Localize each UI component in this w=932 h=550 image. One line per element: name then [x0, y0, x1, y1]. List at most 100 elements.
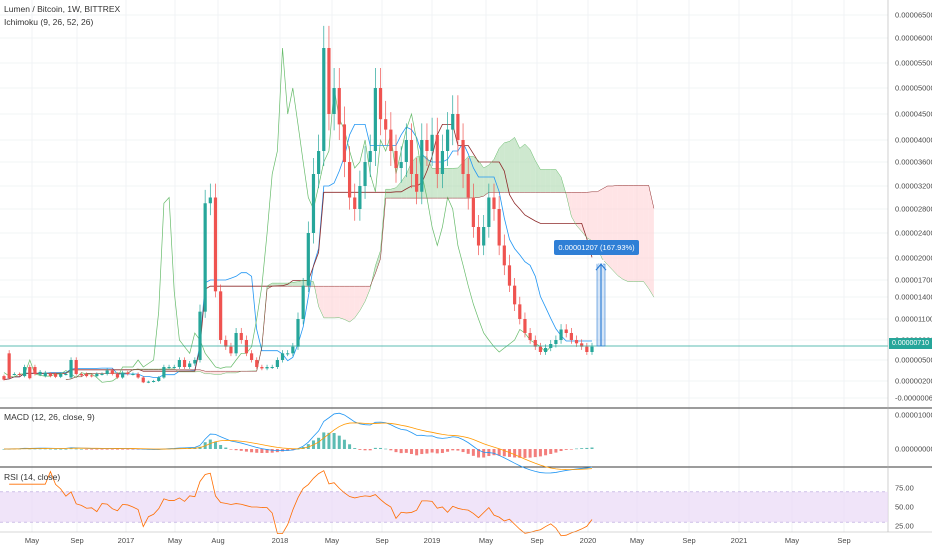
candle-body — [461, 140, 465, 174]
time-tick-label: May — [25, 536, 39, 545]
cloud-segment — [638, 185, 644, 282]
cloud-segment — [607, 186, 613, 271]
cloud-segment — [220, 371, 226, 375]
candle-body — [234, 333, 238, 354]
candle-body — [554, 340, 558, 344]
candle-body — [353, 197, 357, 209]
candle-body — [384, 119, 388, 130]
macd-legend[interactable]: MACD (12, 26, close, 9) — [4, 412, 95, 422]
candle-body — [167, 367, 171, 368]
macd-histogram-bar — [399, 449, 403, 454]
candle-body — [394, 151, 398, 168]
rsi-legend[interactable]: RSI (14, close) — [4, 472, 61, 482]
candle-body — [389, 129, 393, 151]
macd-histogram-bar — [110, 449, 114, 450]
time-tick-label: 2020 — [580, 536, 597, 545]
macd-histogram-bar — [580, 448, 584, 449]
macd-histogram-bar — [435, 449, 439, 454]
cloud-segment — [437, 168, 443, 199]
time-tick-label: Aug — [211, 536, 224, 545]
candle-body — [492, 197, 496, 209]
macd-histogram-bar — [229, 449, 233, 450]
candle-body — [590, 346, 594, 352]
kijun-line — [3, 124, 593, 380]
candle-body — [420, 140, 424, 192]
macd-histogram-bar — [358, 449, 362, 450]
candle-body — [368, 151, 372, 162]
macd-histogram-bar — [131, 449, 135, 450]
time-tick-label: May — [479, 536, 493, 545]
macd-histogram-bar — [451, 449, 455, 451]
macd-histogram-bar — [296, 448, 300, 450]
macd-histogram-bar — [2, 449, 6, 450]
cloud-segment — [550, 169, 556, 193]
candle-body — [255, 360, 259, 367]
cloud-segment — [298, 280, 304, 287]
time-axis[interactable]: May Sep 2017 May Aug 2018 May Sep 2019 May Sep 2020… — [0, 531, 932, 545]
candle-body — [451, 114, 455, 130]
ichimoku-legend[interactable]: Ichimoku (9, 26, 52, 26) — [4, 17, 94, 27]
macd-histogram-bar — [528, 449, 532, 458]
candle-body — [358, 186, 362, 209]
lagging-span — [3, 47, 551, 383]
candle-body — [523, 319, 527, 333]
price-scale[interactable]: 0.00006500 0.00006000 0.00005500 0.00005000… — [895, 11, 932, 531]
candle-body — [48, 374, 53, 377]
time-tick-label: May — [630, 536, 644, 545]
macd-histogram-bar — [270, 449, 274, 453]
macd-tick-label: 0.00000000 — [895, 445, 932, 454]
macd-histogram-bar — [306, 444, 310, 449]
macd-histogram-bar — [234, 449, 238, 451]
candle-body — [445, 129, 450, 151]
price-candles[interactable] — [2, 25, 594, 384]
macd-histogram-bar — [523, 449, 527, 458]
macd-histogram-bar — [33, 448, 37, 450]
candle-body — [497, 209, 501, 246]
candle-body — [229, 346, 233, 354]
cloud-segment — [524, 144, 531, 193]
cloud-segment — [354, 286, 360, 318]
candle-body — [311, 174, 316, 233]
cloud-segment — [617, 185, 623, 280]
cloud-segment — [612, 185, 618, 276]
candle-body — [286, 353, 290, 355]
candle-body — [95, 374, 99, 377]
price-tick-label: 0.00004000 — [895, 136, 932, 145]
cloud-segment — [628, 185, 634, 282]
cloud-segment — [571, 192, 577, 226]
cloud-segment — [622, 185, 629, 282]
macd-histogram-bar — [54, 448, 58, 450]
price-measure[interactable] — [595, 263, 607, 347]
candle-body — [126, 372, 130, 374]
macd-histogram-bar — [100, 449, 104, 450]
candle-body — [487, 197, 491, 227]
macd-histogram-bar — [373, 447, 377, 449]
cloud-segment — [633, 185, 639, 282]
macd-histogram-bar — [342, 439, 346, 449]
candle-body — [7, 353, 11, 379]
cloud-segment — [225, 371, 231, 373]
macd-pane[interactable] — [2, 412, 594, 474]
candle-body — [2, 376, 6, 380]
price-tick-label: 0.00005500 — [895, 59, 932, 68]
candle-body — [399, 162, 403, 168]
macd-histogram-bar — [286, 449, 290, 451]
time-tick-label: May — [785, 536, 799, 545]
macd-histogram-bar — [415, 449, 419, 456]
candle-body — [110, 370, 114, 374]
cloud-segment — [488, 159, 494, 193]
candle-body — [301, 285, 305, 319]
candle-body — [275, 360, 279, 367]
cloud-segment — [648, 185, 654, 298]
rsi-pane[interactable] — [0, 470, 888, 537]
cloud-segment — [396, 181, 402, 199]
macd-histogram-bar — [244, 449, 248, 452]
measure-arrowhead — [595, 263, 607, 271]
macd-histogram-bar — [327, 432, 331, 449]
cloud-segment — [432, 168, 438, 199]
macd-histogram-bar — [394, 449, 398, 453]
current-price-tag: 0.00000710 — [889, 338, 932, 349]
time-tick-label: 2019 — [424, 536, 441, 545]
